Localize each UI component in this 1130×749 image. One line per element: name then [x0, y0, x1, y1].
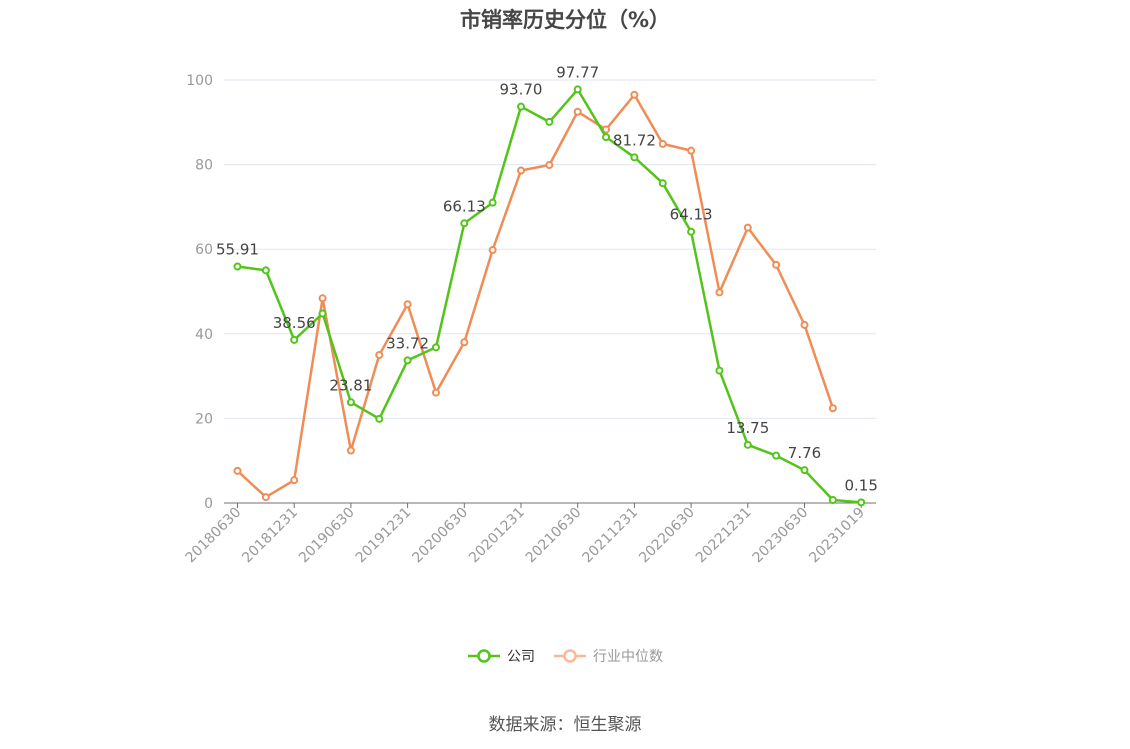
data-point-company-20190930	[375, 414, 384, 423]
legend-industry-median-label: 行业中位数	[593, 649, 663, 665]
x-tick-label-20181231: 20181231	[239, 505, 301, 567]
x-tick-label-20230630: 20230630	[750, 505, 812, 567]
legend-item-industry-median[interactable]: 行业中位数	[553, 646, 663, 666]
data-point-industry-median-20221231	[743, 223, 752, 232]
x-tick-label-20201231: 20201231	[466, 505, 528, 567]
data-label-20231019: 0.15	[844, 476, 877, 494]
y-tick-label-40: 40	[195, 327, 213, 343]
data-point-company-20180930	[261, 266, 270, 275]
data-point-industry-median-20180630	[233, 466, 242, 475]
x-tick-label-20191231: 20191231	[353, 505, 415, 567]
x-tick-label-20190630: 20190630	[296, 505, 358, 567]
data-point-industry-median-20180930	[261, 493, 270, 502]
data-point-company-20220331	[658, 179, 667, 188]
data-label-20181231: 38.56	[273, 314, 316, 332]
x-tick-label-20210630: 20210630	[523, 505, 585, 567]
legend-company-label: 公司	[507, 649, 535, 665]
chart-title: 市销率历史分位（%）	[459, 8, 671, 32]
data-point-industry-median-20200930	[488, 246, 497, 255]
data-label-20191231: 33.72	[386, 334, 429, 352]
legend-item-company[interactable]: 公司	[467, 646, 535, 666]
data-point-industry-median-20210331	[545, 161, 554, 170]
data-point-industry-median-20190331	[318, 294, 327, 303]
data-point-industry-median-20230331	[772, 260, 781, 269]
data-point-company-20230930	[828, 496, 837, 505]
line-chart: 0 20 40 60 80 100 2018063020181231201906302019…	[183, 63, 878, 567]
data-point-company-20221231	[743, 440, 752, 449]
y-tick-label-60: 60	[195, 242, 213, 258]
data-point-company-20230630	[800, 466, 809, 475]
data-label-20220630: 64.13	[670, 206, 713, 224]
data-point-company-20201231	[517, 102, 525, 111]
data-point-company-20230331	[772, 451, 781, 460]
series-line-industry-median	[236, 93, 835, 499]
legend-company-line-icon	[468, 649, 500, 663]
data-point-company-20181231	[290, 335, 299, 344]
data-point-company-20191231	[403, 356, 412, 365]
series-line-company	[237, 88, 862, 504]
data-point-industry-median-20220630	[687, 146, 696, 155]
data-point-company-20220930	[715, 366, 724, 375]
data-point-industry-median-20190630	[346, 446, 355, 455]
data-point-industry-median-20181231	[290, 476, 299, 485]
data-point-company-20190630	[346, 398, 355, 407]
legend: 公司 行业中位数	[0, 646, 1130, 666]
data-label-20190630: 23.81	[329, 376, 372, 394]
data-labels: 55.91 38.56 23.81 33.72 66.13 93.70 97.77 81.72…	[216, 63, 878, 494]
data-label-20200630: 66.13	[443, 197, 486, 215]
data-point-industry-median-20201231	[517, 166, 525, 175]
data-label-20201231: 93.70	[500, 81, 543, 99]
data-label-20211231: 81.72	[613, 131, 656, 149]
data-point-company-20190331	[318, 309, 327, 318]
data-point-industry-median-20200630	[460, 338, 469, 347]
data-point-industry-median-20230930	[828, 404, 837, 413]
data-point-industry-median-20190930	[375, 350, 384, 359]
data-point-industry-median-20211231	[630, 90, 639, 99]
data-point-industry-median-20191231	[403, 300, 412, 309]
x-tick-label-20211231: 20211231	[580, 505, 642, 567]
data-point-company-20200331	[431, 343, 440, 352]
data-point-company-20210630	[573, 85, 582, 94]
data-point-industry-median-20210930	[602, 125, 611, 134]
legend-industry-median-line-icon	[554, 649, 586, 663]
x-tick-label-20180630: 20180630	[183, 505, 245, 567]
data-point-company-20180630	[233, 262, 242, 271]
x-tick-label-20231019: 20231019	[806, 505, 868, 567]
x-tick-label-20200630: 20200630	[409, 505, 471, 567]
data-point-company-20231019	[857, 498, 866, 507]
data-label-20230630: 7.76	[788, 444, 821, 462]
data-label-20210630: 97.77	[556, 63, 599, 81]
data-point-company-20200930	[488, 198, 497, 207]
data-point-industry-median-20220331	[658, 139, 667, 148]
data-point-industry-median-20200331	[431, 388, 440, 397]
data-point-industry-median-20220930	[715, 288, 724, 297]
y-tick-label-80: 80	[195, 158, 213, 174]
data-point-industry-median-20230630	[800, 320, 809, 329]
data-point-company-20220630	[687, 227, 696, 236]
y-tick-label-100: 100	[186, 73, 213, 89]
data-label-20180630: 55.91	[216, 241, 259, 259]
series-lines	[233, 85, 866, 507]
data-label-20221231: 13.75	[726, 419, 769, 437]
data-point-company-20211231	[630, 153, 639, 162]
data-point-company-20200630	[460, 219, 469, 228]
grid-lines	[224, 79, 876, 419]
data-point-company-20210331	[545, 117, 554, 126]
source-note: 数据来源：恒生聚源	[488, 715, 642, 735]
x-tick-label-20221231: 20221231	[693, 505, 755, 567]
y-tick-label-0: 0	[204, 496, 213, 512]
data-point-company-20210930	[602, 133, 611, 142]
y-tick-label-20: 20	[195, 411, 213, 427]
data-point-industry-median-20210630	[573, 107, 582, 116]
x-tick-label-20220630: 20220630	[636, 505, 698, 567]
